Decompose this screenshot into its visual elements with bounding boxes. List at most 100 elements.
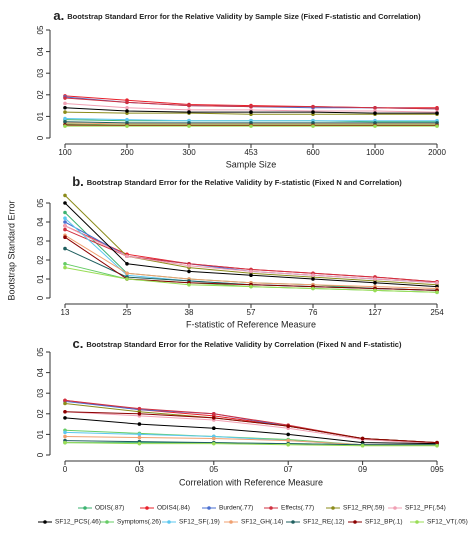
point bbox=[435, 443, 439, 448]
x-axis-label: F-statistic of Reference Measure bbox=[186, 319, 316, 329]
point bbox=[63, 265, 67, 270]
series-line bbox=[64, 411, 438, 444]
legend-marker bbox=[269, 506, 273, 510]
point bbox=[286, 432, 291, 437]
series-line bbox=[64, 417, 438, 445]
point bbox=[435, 107, 439, 111]
point bbox=[63, 409, 67, 414]
x-tick-label: 300 bbox=[182, 148, 196, 157]
point bbox=[125, 109, 129, 113]
legend-marker bbox=[393, 506, 397, 510]
point bbox=[187, 124, 191, 128]
x-tick-label: 0 bbox=[63, 465, 68, 474]
point bbox=[63, 96, 67, 100]
point bbox=[63, 227, 67, 232]
y-tick-label: 02 bbox=[36, 409, 45, 418]
x-tick-label: 09 bbox=[358, 465, 367, 474]
x-tick-label: 13 bbox=[61, 308, 70, 317]
x-tick-label: 76 bbox=[309, 308, 318, 317]
x-tick-label: 38 bbox=[185, 308, 194, 317]
point bbox=[249, 284, 253, 289]
legend-label: SF12_SF(.19) bbox=[179, 519, 220, 526]
point bbox=[137, 422, 142, 426]
point bbox=[63, 216, 67, 220]
legend-label: ODIS(.87) bbox=[95, 505, 124, 512]
point bbox=[286, 442, 291, 447]
point bbox=[249, 121, 253, 125]
legend-marker bbox=[415, 520, 419, 524]
x-tick-label: 127 bbox=[368, 308, 382, 317]
legend-marker bbox=[291, 520, 295, 524]
legend-marker bbox=[167, 520, 171, 524]
series-line bbox=[64, 234, 438, 289]
point bbox=[187, 121, 191, 125]
panel-label: a. bbox=[53, 8, 64, 23]
legend-label: SF12_GH(.14) bbox=[241, 519, 283, 526]
x-tick-label: 03 bbox=[135, 465, 144, 474]
point bbox=[125, 100, 129, 105]
legend-label: Burden(.77) bbox=[219, 505, 253, 512]
legend-label: SF12_RP(.59) bbox=[343, 505, 385, 512]
point bbox=[373, 277, 377, 281]
point bbox=[63, 124, 67, 128]
x-tick-label: 07 bbox=[284, 465, 293, 474]
x-tick-label: 05 bbox=[209, 465, 218, 474]
point bbox=[63, 235, 67, 239]
point bbox=[360, 443, 365, 448]
x-axis-label: Correlation with Reference Measure bbox=[179, 477, 323, 487]
point bbox=[63, 201, 67, 205]
x-tick-label: 1000 bbox=[366, 148, 384, 157]
point bbox=[435, 124, 439, 128]
point bbox=[187, 269, 191, 274]
panel-title-text: Bootstrap Standard Error for the Relativ… bbox=[87, 178, 403, 187]
point bbox=[63, 220, 67, 224]
point bbox=[63, 434, 67, 439]
point bbox=[212, 416, 216, 420]
legend-label: SF12_PF(.54) bbox=[405, 505, 446, 512]
x-axis-label: Sample Size bbox=[226, 159, 277, 169]
legend-label: ODIS4(.84) bbox=[157, 505, 190, 512]
legend-label: Symptoms(.26) bbox=[117, 519, 161, 526]
point bbox=[373, 288, 377, 293]
point bbox=[212, 441, 216, 446]
x-tick-label: 2000 bbox=[428, 148, 446, 157]
point bbox=[286, 438, 291, 443]
legend-marker bbox=[207, 506, 211, 510]
panel-title: b. Bootstrap Standard Error for the Relat… bbox=[72, 174, 402, 189]
point bbox=[373, 111, 377, 115]
legend-label: SF12_PCS(.46) bbox=[55, 519, 101, 526]
legend-marker bbox=[43, 520, 47, 524]
y-tick-label: 02 bbox=[36, 255, 45, 264]
legend-marker bbox=[229, 520, 233, 524]
point bbox=[63, 430, 67, 435]
point bbox=[249, 104, 253, 109]
y-tick-label: 03 bbox=[36, 236, 45, 245]
point bbox=[373, 124, 377, 128]
legend-label: SF12_RE(.12) bbox=[303, 519, 345, 526]
point bbox=[137, 432, 142, 437]
point bbox=[212, 436, 216, 441]
point bbox=[249, 110, 253, 114]
y-tick-label: 03 bbox=[36, 68, 45, 77]
point bbox=[63, 193, 67, 198]
y-tick-label: 04 bbox=[36, 47, 45, 56]
y-tick-label: 05 bbox=[36, 347, 45, 356]
point bbox=[435, 281, 439, 285]
panel-title: a. Bootstrap Standard Error for the Relat… bbox=[53, 8, 421, 23]
point bbox=[137, 441, 142, 446]
y-tick-label: 0 bbox=[36, 135, 45, 140]
y-tick-label: 0 bbox=[36, 452, 45, 457]
point bbox=[63, 101, 67, 106]
point bbox=[373, 105, 377, 110]
point bbox=[311, 121, 315, 125]
point bbox=[137, 412, 142, 416]
legend-marker bbox=[331, 506, 335, 510]
point bbox=[63, 116, 67, 121]
point bbox=[286, 424, 291, 428]
point bbox=[373, 281, 377, 285]
point bbox=[63, 416, 67, 420]
point bbox=[187, 103, 191, 108]
x-tick-label: 095 bbox=[430, 465, 444, 474]
point bbox=[125, 262, 129, 266]
